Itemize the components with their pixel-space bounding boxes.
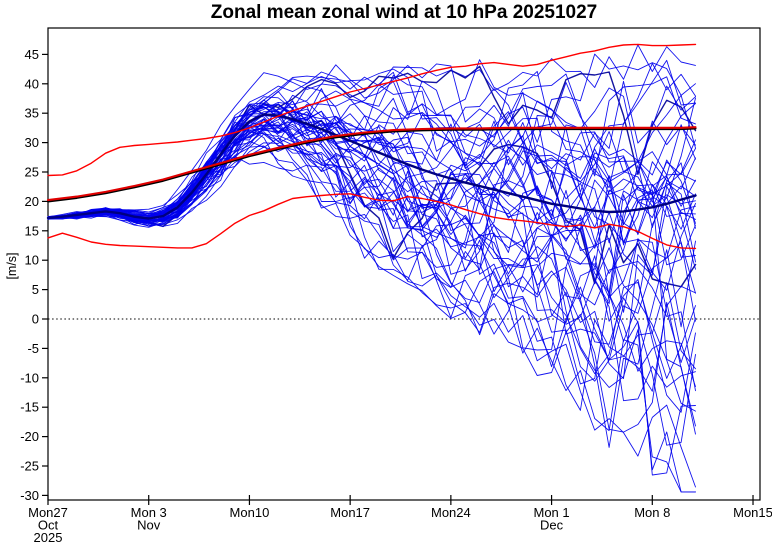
ensemble-member-line — [47, 115, 696, 324]
y-tick-label: 40 — [25, 76, 39, 91]
y-tick-label: 5 — [32, 282, 39, 297]
ensemble-member-line — [47, 84, 696, 363]
x-tick-label: Oct — [38, 518, 59, 533]
y-tick-label: -30 — [20, 488, 39, 503]
y-tick-label: 25 — [25, 165, 39, 180]
x-tick-label: Mon27 — [28, 505, 68, 520]
ensemble-member-line — [47, 115, 696, 218]
x-tick-label: Mon 3 — [131, 505, 167, 520]
y-tick-label: 35 — [25, 106, 39, 121]
y-tick-label: 15 — [25, 223, 39, 238]
climatology-mean-line — [46, 126, 697, 202]
ensemble-member-line — [47, 131, 696, 493]
ensemble-member-line — [47, 104, 696, 224]
ensemble-member-line — [47, 74, 696, 220]
ensemble-member-line — [47, 59, 696, 268]
y-tick-label: -5 — [27, 341, 39, 356]
y-tick-label: -10 — [20, 370, 39, 385]
y-tick-label: -20 — [20, 429, 39, 444]
x-tick-label: Mon24 — [431, 505, 471, 520]
y-tick-label: -25 — [20, 459, 39, 474]
y-tick-label: 0 — [32, 312, 39, 327]
x-tick-label: Dec — [540, 518, 564, 533]
ensemble-mean-line — [46, 113, 697, 220]
x-tick-label: Mon15 — [733, 505, 772, 520]
x-tick-label: Mon17 — [330, 505, 370, 520]
ensemble-member-line — [47, 121, 696, 411]
chart-title: Zonal mean zonal wind at 10 hPa 20251027 — [210, 2, 598, 23]
plot-frame — [47, 27, 761, 501]
ensemble-member-line — [47, 62, 696, 222]
x-tick-label: Mon10 — [230, 505, 270, 520]
ensemble-member-line — [47, 73, 696, 291]
ensemble-member-line — [47, 111, 696, 476]
ensemble-member-line — [47, 44, 696, 227]
y-tick-label: 45 — [25, 47, 39, 62]
climatology-underlay-line — [46, 127, 697, 203]
y-tick-label: 30 — [25, 135, 39, 150]
x-tick-label: Nov — [137, 518, 161, 533]
ensemble-member-line — [47, 103, 696, 234]
lower-percentile-line — [47, 193, 697, 250]
y-tick-label: -15 — [20, 400, 39, 415]
y-tick-label: 10 — [25, 253, 39, 268]
upper-percentile-line — [47, 43, 697, 177]
y-tick-label: 20 — [25, 194, 39, 209]
x-tick-label: Mon 8 — [634, 505, 670, 520]
ensemble-member-line — [47, 91, 696, 266]
ensemble-member-line — [47, 145, 696, 306]
x-tick-label: 2025 — [34, 530, 63, 545]
x-tick-label: Mon 1 — [534, 505, 570, 520]
